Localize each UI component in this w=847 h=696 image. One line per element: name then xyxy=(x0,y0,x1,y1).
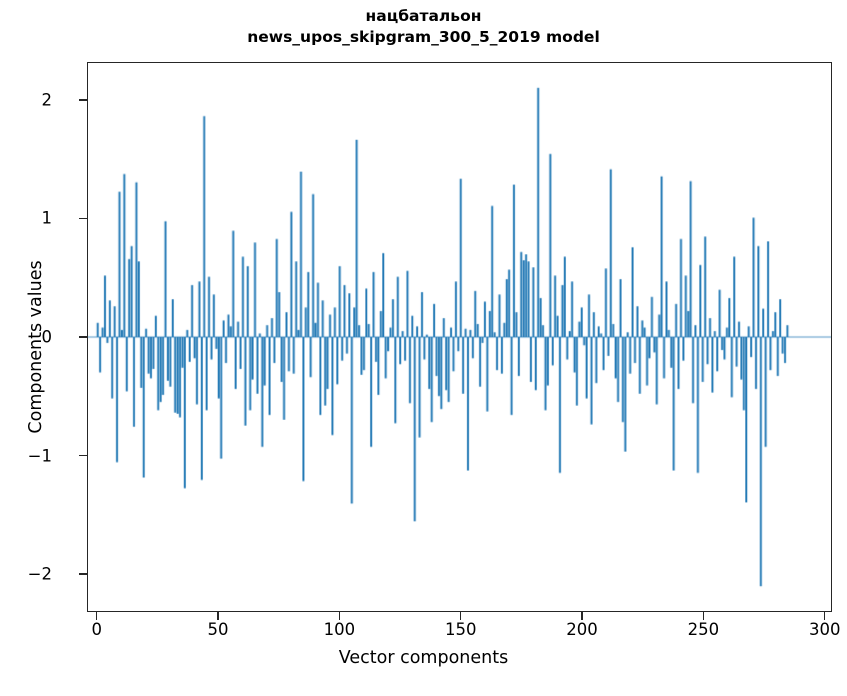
x-tick-mark xyxy=(217,612,219,620)
y-tick-mark xyxy=(79,573,87,575)
chart-title: нацбатальон news_upos_skipgram_300_5_201… xyxy=(0,6,847,48)
x-tick-label: 150 xyxy=(444,620,477,639)
x-tick-mark xyxy=(702,612,705,620)
x-tick-mark xyxy=(459,612,462,620)
chart-title-line-2: news_upos_skipgram_300_5_2019 model xyxy=(247,28,600,46)
y-tick-mark xyxy=(79,454,87,457)
y-tick-label: −2 xyxy=(27,564,52,584)
y-tick-mark xyxy=(79,336,87,338)
y-axis-label: Components values xyxy=(26,260,46,434)
x-tick-label: 0 xyxy=(91,620,102,639)
chart-title-line-1: нацбатальон xyxy=(365,7,482,25)
x-tick-mark xyxy=(581,612,583,620)
y-tick-label: 2 xyxy=(41,90,53,110)
x-tick-label: 100 xyxy=(323,620,356,639)
x-tick-label: 250 xyxy=(687,620,720,639)
y-tick-mark xyxy=(79,217,87,220)
x-tick-label: 50 xyxy=(207,620,229,639)
x-tick-mark xyxy=(338,612,341,620)
plot-area xyxy=(87,62,832,612)
y-tick-mark xyxy=(79,99,87,101)
x-tick-mark xyxy=(95,612,98,620)
bar-series-canvas xyxy=(88,63,831,611)
x-tick-mark xyxy=(823,612,826,620)
y-tick-label: −1 xyxy=(27,446,52,466)
y-tick-label: 0 xyxy=(41,327,53,347)
y-tick-label: 1 xyxy=(41,208,53,228)
x-tick-label: 300 xyxy=(808,620,841,639)
x-axis-label: Vector components xyxy=(338,648,509,668)
x-tick-label: 200 xyxy=(566,620,598,639)
